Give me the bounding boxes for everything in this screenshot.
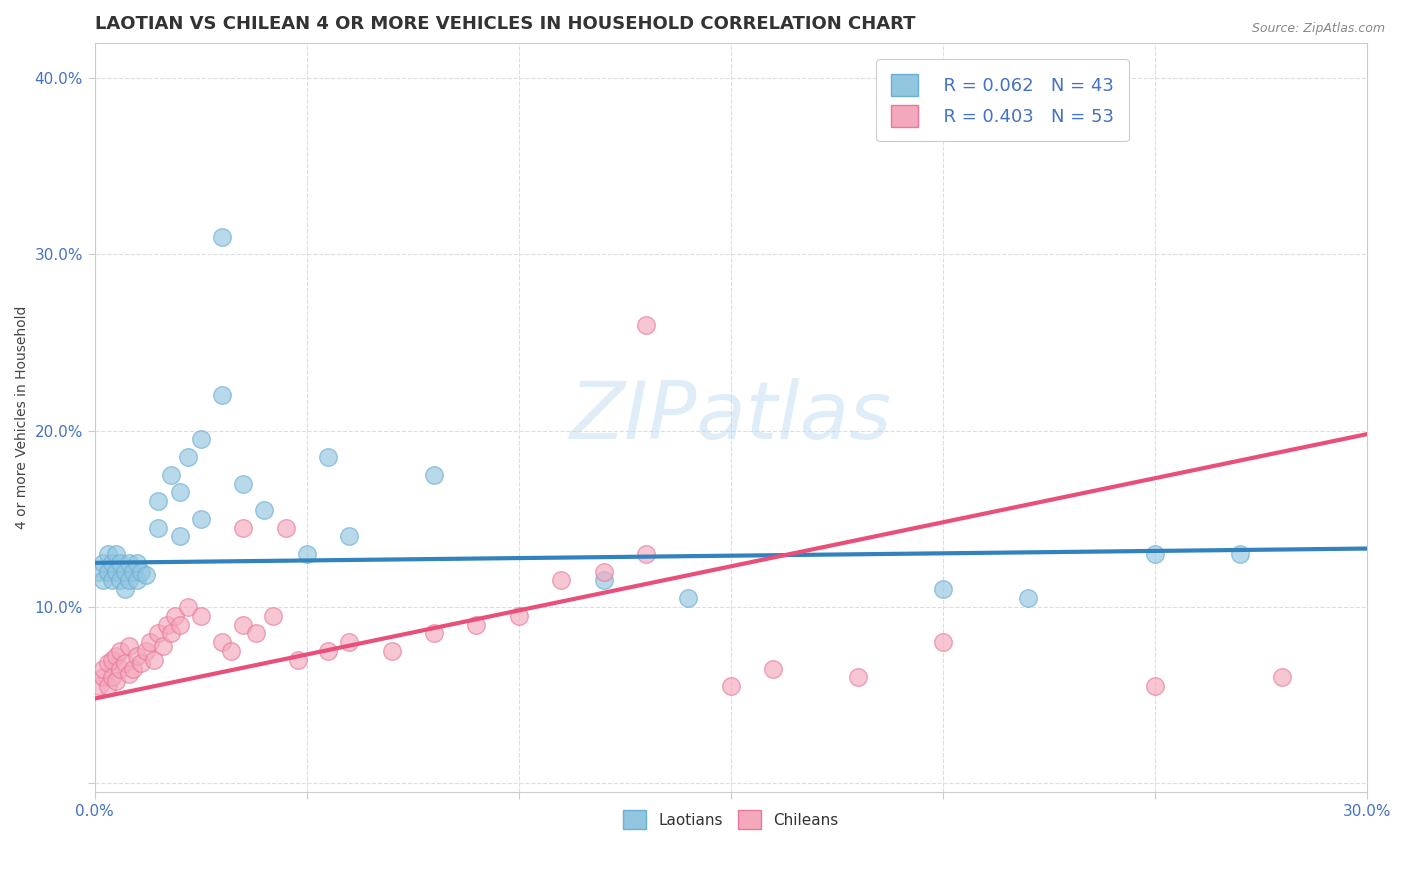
Point: [135, 568, 157, 582]
Point: [122, 565, 145, 579]
Point: [678, 591, 700, 605]
Point: [91, 574, 114, 588]
Point: [97, 679, 120, 693]
Point: [105, 649, 128, 664]
Point: [118, 666, 141, 681]
Point: [97, 565, 120, 579]
Point: [190, 512, 212, 526]
Point: [1143, 547, 1166, 561]
Point: [1271, 670, 1294, 684]
Point: [160, 626, 183, 640]
Point: [148, 626, 170, 640]
Point: [932, 635, 955, 649]
Point: [97, 547, 120, 561]
Point: [634, 547, 657, 561]
Point: [219, 644, 242, 658]
Point: [105, 673, 128, 688]
Text: LAOTIAN VS CHILEAN 4 OR MORE VEHICLES IN HOUSEHOLD CORRELATION CHART: LAOTIAN VS CHILEAN 4 OR MORE VEHICLES IN…: [94, 15, 915, 33]
Point: [232, 617, 254, 632]
Point: [114, 565, 136, 579]
Point: [177, 599, 200, 614]
Point: [211, 229, 233, 244]
Point: [105, 547, 128, 561]
Point: [634, 318, 657, 332]
Point: [91, 670, 114, 684]
Point: [762, 662, 785, 676]
Point: [114, 582, 136, 597]
Point: [232, 476, 254, 491]
Point: [508, 608, 530, 623]
Point: [127, 649, 149, 664]
Point: [97, 657, 120, 671]
Point: [152, 639, 174, 653]
Point: [316, 450, 339, 464]
Point: [101, 574, 124, 588]
Point: [135, 644, 157, 658]
Point: [423, 467, 446, 482]
Point: [127, 574, 149, 588]
Point: [169, 529, 191, 543]
Point: [337, 529, 360, 543]
Point: [846, 670, 869, 684]
Point: [122, 662, 145, 676]
Point: [110, 644, 132, 658]
Point: [143, 653, 166, 667]
Point: [91, 662, 114, 676]
Point: [423, 626, 446, 640]
Point: [287, 653, 309, 667]
Point: [253, 503, 276, 517]
Point: [101, 556, 124, 570]
Y-axis label: 4 or more Vehicles in Household: 4 or more Vehicles in Household: [15, 306, 30, 529]
Point: [131, 657, 153, 671]
Point: [139, 635, 162, 649]
Point: [592, 565, 614, 579]
Point: [131, 565, 153, 579]
Point: [245, 626, 267, 640]
Point: [165, 608, 187, 623]
Point: [110, 556, 132, 570]
Point: [101, 670, 124, 684]
Point: [295, 547, 318, 561]
Point: [232, 520, 254, 534]
Text: ZIPatlas: ZIPatlas: [569, 378, 891, 457]
Point: [118, 639, 141, 653]
Point: [1143, 679, 1166, 693]
Legend: Laotians, Chileans: Laotians, Chileans: [616, 803, 846, 837]
Point: [148, 520, 170, 534]
Point: [87, 679, 110, 693]
Point: [160, 467, 183, 482]
Point: [316, 644, 339, 658]
Point: [148, 494, 170, 508]
Point: [118, 556, 141, 570]
Point: [211, 635, 233, 649]
Text: Source: ZipAtlas.com: Source: ZipAtlas.com: [1251, 22, 1385, 36]
Point: [118, 574, 141, 588]
Point: [211, 388, 233, 402]
Point: [274, 520, 297, 534]
Point: [720, 679, 742, 693]
Point: [262, 608, 284, 623]
Point: [105, 565, 128, 579]
Point: [169, 617, 191, 632]
Point: [932, 582, 955, 597]
Point: [110, 574, 132, 588]
Point: [156, 617, 179, 632]
Point: [91, 556, 114, 570]
Point: [190, 433, 212, 447]
Point: [114, 657, 136, 671]
Point: [127, 556, 149, 570]
Point: [1229, 547, 1251, 561]
Point: [381, 644, 404, 658]
Point: [465, 617, 488, 632]
Point: [592, 574, 614, 588]
Point: [190, 608, 212, 623]
Point: [101, 653, 124, 667]
Point: [110, 662, 132, 676]
Point: [169, 485, 191, 500]
Point: [1017, 591, 1039, 605]
Point: [337, 635, 360, 649]
Point: [550, 574, 572, 588]
Point: [87, 565, 110, 579]
Point: [177, 450, 200, 464]
